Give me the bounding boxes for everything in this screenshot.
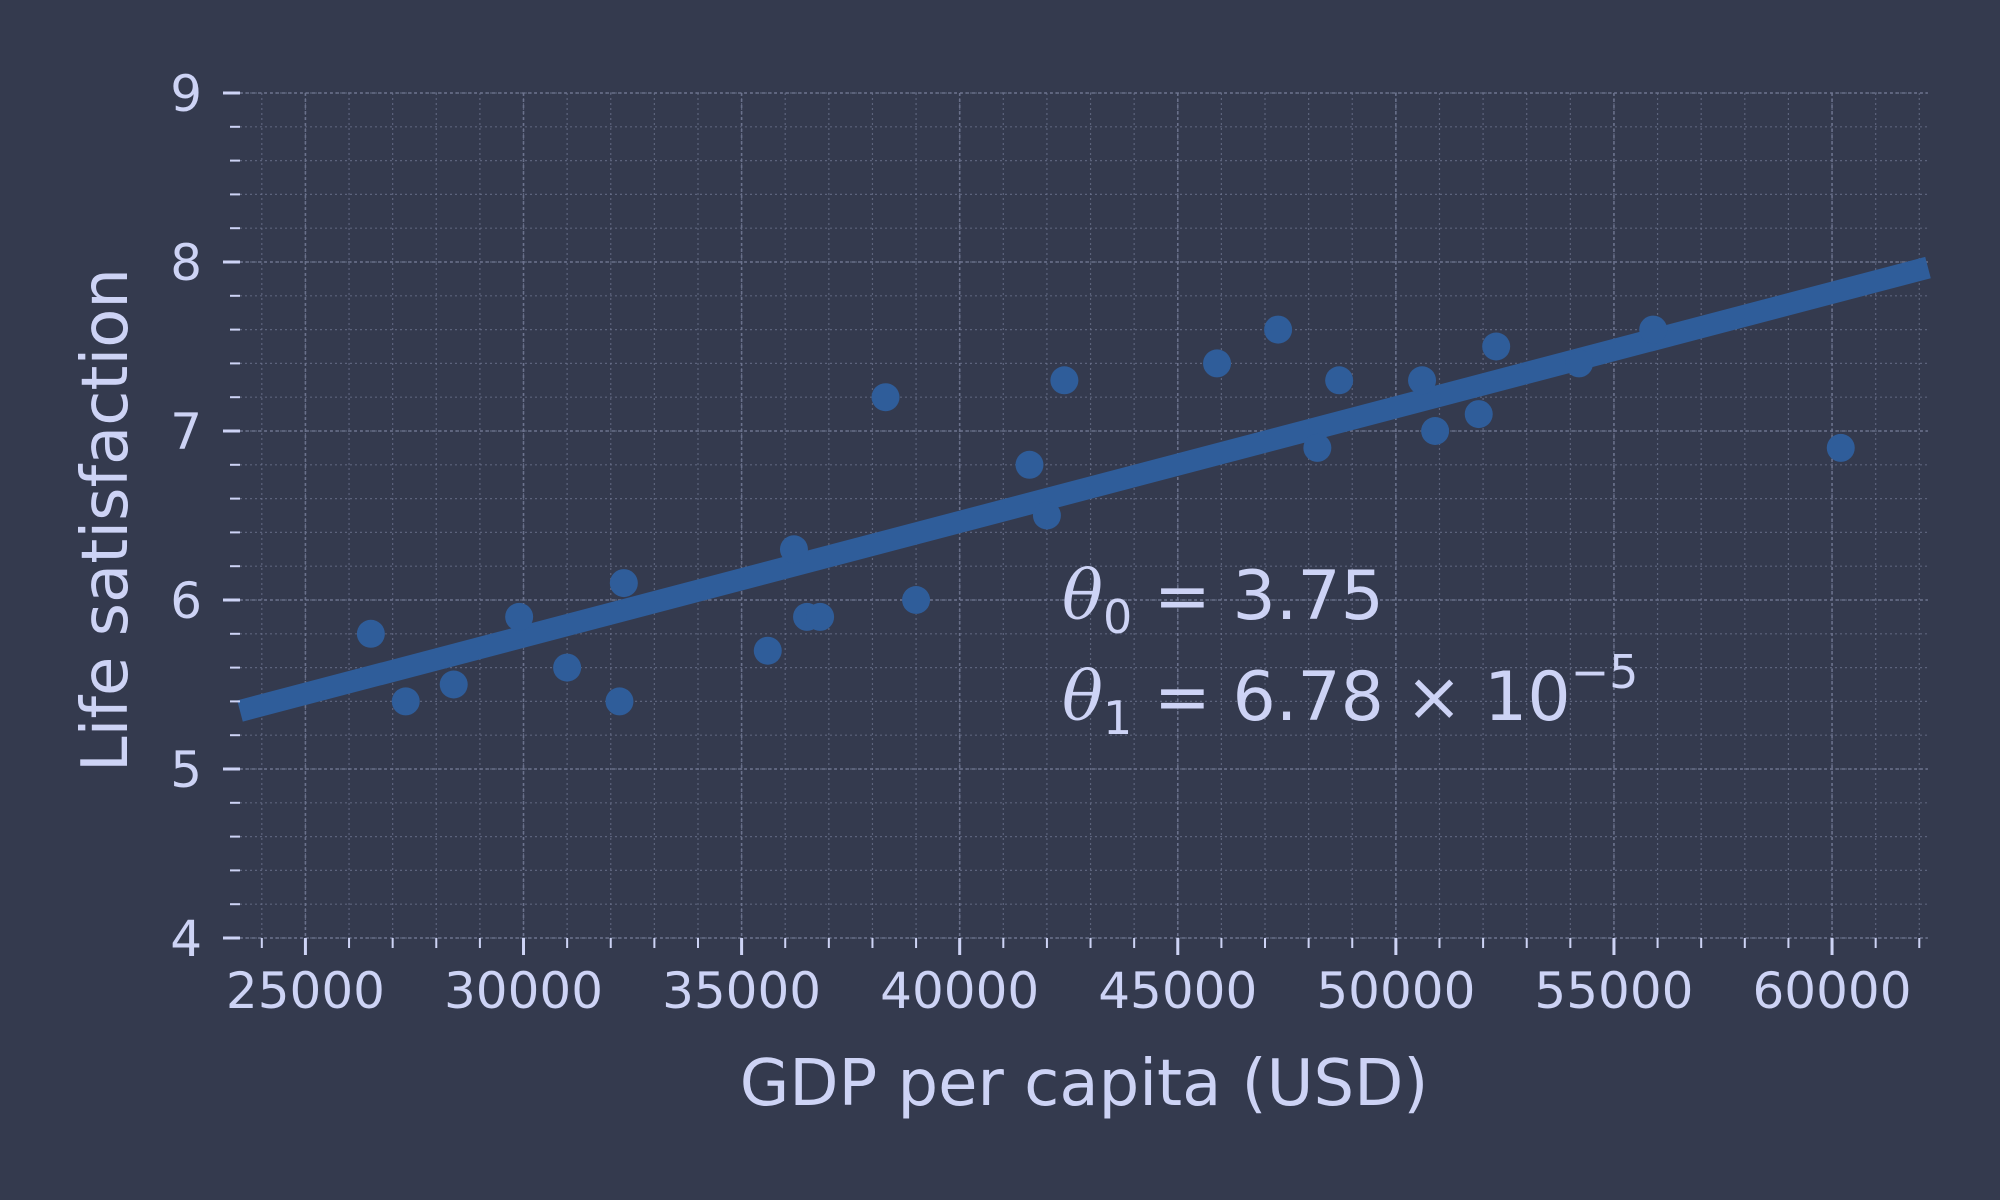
data-point <box>1050 366 1079 395</box>
x-tick-label: 40000 <box>880 962 1039 1020</box>
theta1-symbol: θ <box>1062 658 1103 737</box>
y-tick-label: 5 <box>170 741 202 799</box>
data-point <box>553 653 582 682</box>
major-grid <box>240 92 1928 939</box>
data-point <box>1826 433 1855 462</box>
data-point <box>1482 332 1511 361</box>
data-points <box>356 315 1855 716</box>
tick-labels: 25000 30000 35000 40000 45000 50000 55000 60000… <box>170 65 1911 1020</box>
data-point <box>356 619 385 648</box>
theta0-symbol: θ <box>1062 557 1103 636</box>
theta0-annotation: θ0 = 3.75 <box>1062 557 1384 644</box>
x-axis-label: GDP per capita (USD) <box>740 1047 1429 1121</box>
y-tick-label: 9 <box>170 65 202 123</box>
x-tick-label: 25000 <box>226 962 385 1020</box>
x-tick-label: 50000 <box>1316 962 1475 1020</box>
data-point <box>609 569 638 598</box>
theta1-exponent: −5 <box>1571 645 1639 699</box>
data-point <box>1421 417 1450 445</box>
y-axis-label: Life satisfaction <box>69 268 143 772</box>
x-tick-label: 30000 <box>444 962 603 1020</box>
y-tick-label: 4 <box>170 910 202 968</box>
y-tick-label: 8 <box>170 234 202 292</box>
data-point <box>439 670 468 699</box>
data-point <box>505 602 534 631</box>
data-point <box>1408 366 1437 395</box>
x-tick-label: 55000 <box>1534 962 1693 1020</box>
data-point <box>1303 433 1332 462</box>
theta1-subscript: 1 <box>1103 691 1132 745</box>
data-point <box>1264 315 1293 344</box>
data-point <box>605 687 634 716</box>
data-point <box>1015 450 1044 479</box>
data-point <box>1639 315 1668 344</box>
y-tick-label: 7 <box>170 403 202 461</box>
theta0-value: = 3.75 <box>1132 557 1384 636</box>
data-point <box>1325 366 1354 395</box>
x-tick-label: 35000 <box>662 962 821 1020</box>
theta0-subscript: 0 <box>1103 590 1132 644</box>
data-point <box>1203 349 1232 378</box>
data-point <box>806 602 835 631</box>
axis-ticks <box>223 91 1921 955</box>
data-point <box>753 636 782 665</box>
data-point <box>1464 400 1493 429</box>
data-point <box>1032 501 1061 530</box>
data-point <box>779 535 808 564</box>
theta1-annotation: θ1 = 6.78 × 10−5 <box>1062 645 1638 745</box>
y-tick-label: 6 <box>170 572 202 630</box>
data-point <box>902 586 931 614</box>
data-point <box>1565 349 1594 378</box>
theta1-value: = 6.78 × 10 <box>1132 658 1570 737</box>
x-tick-label: 60000 <box>1753 962 1912 1020</box>
data-point <box>871 383 900 412</box>
x-tick-label: 45000 <box>1098 962 1257 1020</box>
data-point <box>391 687 420 716</box>
